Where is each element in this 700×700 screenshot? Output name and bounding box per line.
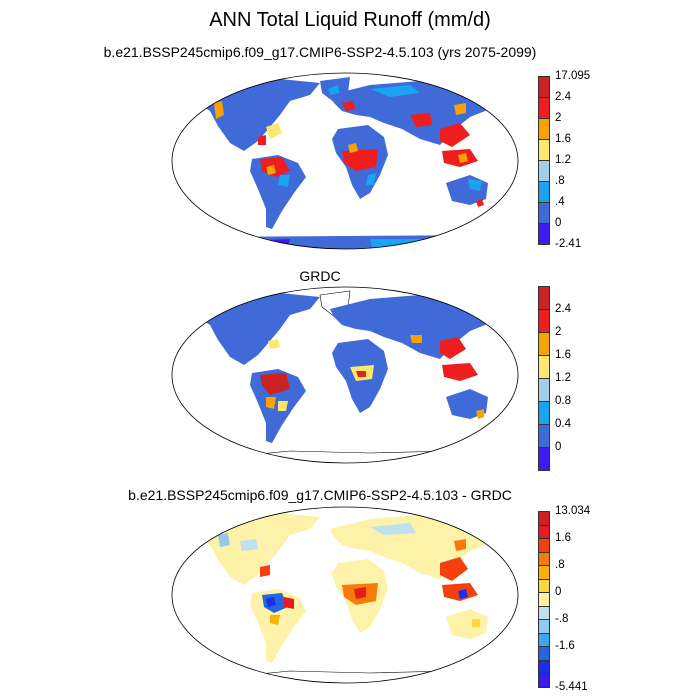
land-runoff-field: [188, 77, 500, 249]
colorbar-label: 0: [555, 586, 562, 598]
colorbar-swatch: [538, 538, 550, 553]
colorbar-label: -5.441: [555, 680, 588, 693]
globe-outline: [171, 286, 519, 464]
page-title: ANN Total Liquid Runoff (mm/d): [209, 9, 491, 31]
colorbar-label: .8: [555, 175, 565, 187]
colorbar-swatch: [538, 524, 550, 539]
colorbar-label: 1.6: [555, 532, 571, 544]
colorbar-label: 0.8: [555, 395, 571, 407]
colorbar-label: -1.6: [555, 640, 575, 652]
colorbar-swatch: [538, 160, 550, 182]
panel-title: b.e21.BSSP245cmip6.f09_g17.CMIP6-SSP2-4.…: [128, 487, 512, 503]
colorbar-swatch: [538, 181, 550, 203]
colorbar-swatch: [538, 76, 550, 98]
colorbar-swatch: [538, 332, 550, 356]
globe-outline: [171, 506, 519, 684]
colorbar-label: 0.4: [555, 418, 571, 430]
colorbar-label: -2.41: [555, 238, 582, 250]
colorbar-swatch: [538, 659, 550, 674]
colorbar-swatch: [538, 355, 550, 379]
colorbar-label: .8: [555, 559, 565, 571]
colorbar-swatch: [538, 605, 550, 620]
colorbar-label: 0: [555, 441, 562, 453]
colorbar-swatch: [538, 202, 550, 224]
colorbar-swatch: [538, 424, 550, 448]
panel-title: GRDC: [299, 268, 341, 284]
colorbar-model: 17.095 2.4 2 1.6 1.2 .8 .4 0 -2.41: [538, 70, 590, 250]
colorbar-swatch: [538, 118, 550, 140]
colorbar-label: 1.6: [555, 133, 571, 145]
panel-title: b.e21.BSSP245cmip6.f09_g17.CMIP6-SSP2-4.…: [103, 44, 537, 60]
colorbar-swatch: [538, 646, 550, 661]
colorbar-swatch: [538, 378, 550, 402]
colorbar-swatch: [538, 223, 550, 245]
map-grdc: [171, 286, 519, 464]
colorbar-label: .4: [555, 196, 565, 208]
colorbar-label: 2: [555, 326, 562, 338]
map-difference: [171, 506, 519, 684]
colorbar-swatch: [538, 447, 550, 471]
colorbar-label: 13.034: [555, 505, 591, 517]
colorbar-label: -.8: [555, 613, 569, 625]
colorbar-swatch: [538, 632, 550, 647]
colorbar-swatch: [538, 511, 550, 526]
colorbar-swatch: [538, 578, 550, 593]
land-difference-field: [188, 513, 500, 678]
colorbar-swatch: [538, 619, 550, 634]
colorbar-label: 2.4: [555, 91, 571, 103]
colorbar-swatch: [538, 592, 550, 607]
colorbar-difference: 13.034 1.6 .8 0 -.8 -1.6 -5.441: [538, 505, 590, 693]
colorbar-swatch: [538, 97, 550, 119]
colorbar-swatch: [538, 673, 550, 688]
colorbar-swatch: [538, 551, 550, 566]
colorbar-swatch: [538, 139, 550, 161]
colorbar-label: 17.095: [555, 70, 591, 82]
map-model-runoff: [171, 72, 519, 250]
colorbar-swatch: [538, 309, 550, 333]
land-runoff-field: [188, 290, 500, 458]
colorbar-swatch: [538, 286, 550, 310]
colorbar-swatch: [538, 401, 550, 425]
colorbar-label: 2: [555, 112, 562, 124]
colorbar-label: 1.2: [555, 372, 571, 384]
colorbar-grdc: 2.4 2 1.6 1.2 0.8 0.4 0: [538, 286, 571, 471]
colorbar-label: 0: [555, 217, 562, 229]
colorbar-label: 2.4: [555, 303, 571, 315]
colorbar-label: 1.6: [555, 349, 571, 361]
colorbar-swatch: [538, 565, 550, 580]
globe-outline: [171, 72, 519, 250]
colorbar-label: 1.2: [555, 154, 571, 166]
